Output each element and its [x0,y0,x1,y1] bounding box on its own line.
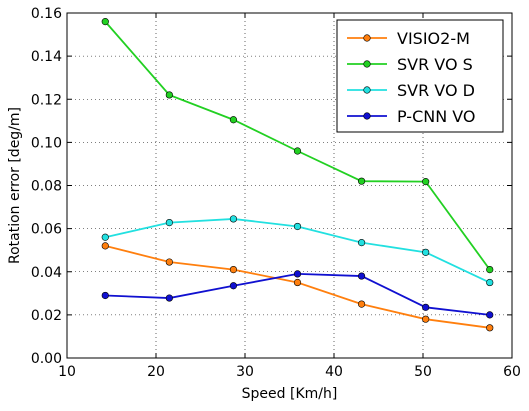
x-tick-label: 40 [325,364,343,380]
data-point [357,239,366,247]
legend-label: SVR VO S [397,55,473,74]
y-axis-label: Rotation error [deg/m] [7,107,23,264]
legend: VISIO2-M SVR VO S SVR VO D P-CNN VO [336,19,504,133]
tick-layer: 10 20 30 40 50 60 0.00 0.02 0.04 0.06 0.08 0.10 0.12… [31,6,521,380]
x-tick-label: 30 [236,364,254,380]
data-point [486,265,494,274]
data-point [422,248,430,256]
x-tick-label: 10 [58,364,76,380]
data-point [357,300,366,308]
series-p-cnn-vo [101,270,494,319]
series-svr-vo-s [101,18,494,274]
data-point [229,116,238,124]
data-point [165,218,173,227]
legend-label: VISIO2-M [397,29,470,48]
series-visio2-m [101,242,494,332]
data-point [422,303,430,311]
data-point [293,222,302,231]
y-tick-label: 0.00 [31,351,62,367]
data-point [486,278,494,287]
data-point [357,272,366,280]
x-tick-label: 50 [414,364,432,380]
y-tick-label: 0.12 [31,92,62,108]
legend-label: SVR VO D [397,81,475,100]
legend-entry: P-CNN VO [347,107,476,126]
data-point [422,315,430,323]
x-tick-label: 60 [503,364,521,380]
series-svr-vo-d [101,215,494,287]
data-point [101,18,109,26]
legend-swatch-marker [363,112,371,120]
data-point [422,178,430,186]
data-point [165,91,173,99]
y-tick-label: 0.02 [31,308,62,324]
x-axis-label: Speed [Km/h] [242,386,338,402]
legend-entry: SVR VO D [347,81,475,100]
data-point [101,233,109,241]
legend-entry: VISIO2-M [347,29,470,48]
data-point [165,294,173,302]
data-point [486,311,494,319]
data-point [486,324,494,332]
data-point [293,278,302,287]
legend-entry: SVR VO S [347,55,473,74]
y-tick-label: 0.06 [31,222,62,238]
legend-label: P-CNN VO [397,107,476,126]
data-point [293,270,302,278]
data-point [229,215,238,223]
data-point [101,291,109,300]
y-tick-label: 0.08 [31,179,62,195]
x-tick-label: 20 [147,364,165,380]
y-tick-label: 0.10 [31,135,62,151]
data-point [101,242,109,250]
legend-swatch-marker [363,34,371,42]
data-point [165,258,173,266]
y-tick-label: 0.16 [31,6,62,22]
data-point [293,147,302,155]
data-point [229,282,238,290]
legend-swatch-marker [363,60,371,68]
series-layer [101,18,494,332]
series-line [105,245,490,329]
data-point [229,265,238,274]
legend-swatch-marker [363,86,371,94]
data-point [357,177,366,185]
y-tick-label: 0.04 [31,265,62,281]
y-tick-label: 0.14 [31,49,62,65]
